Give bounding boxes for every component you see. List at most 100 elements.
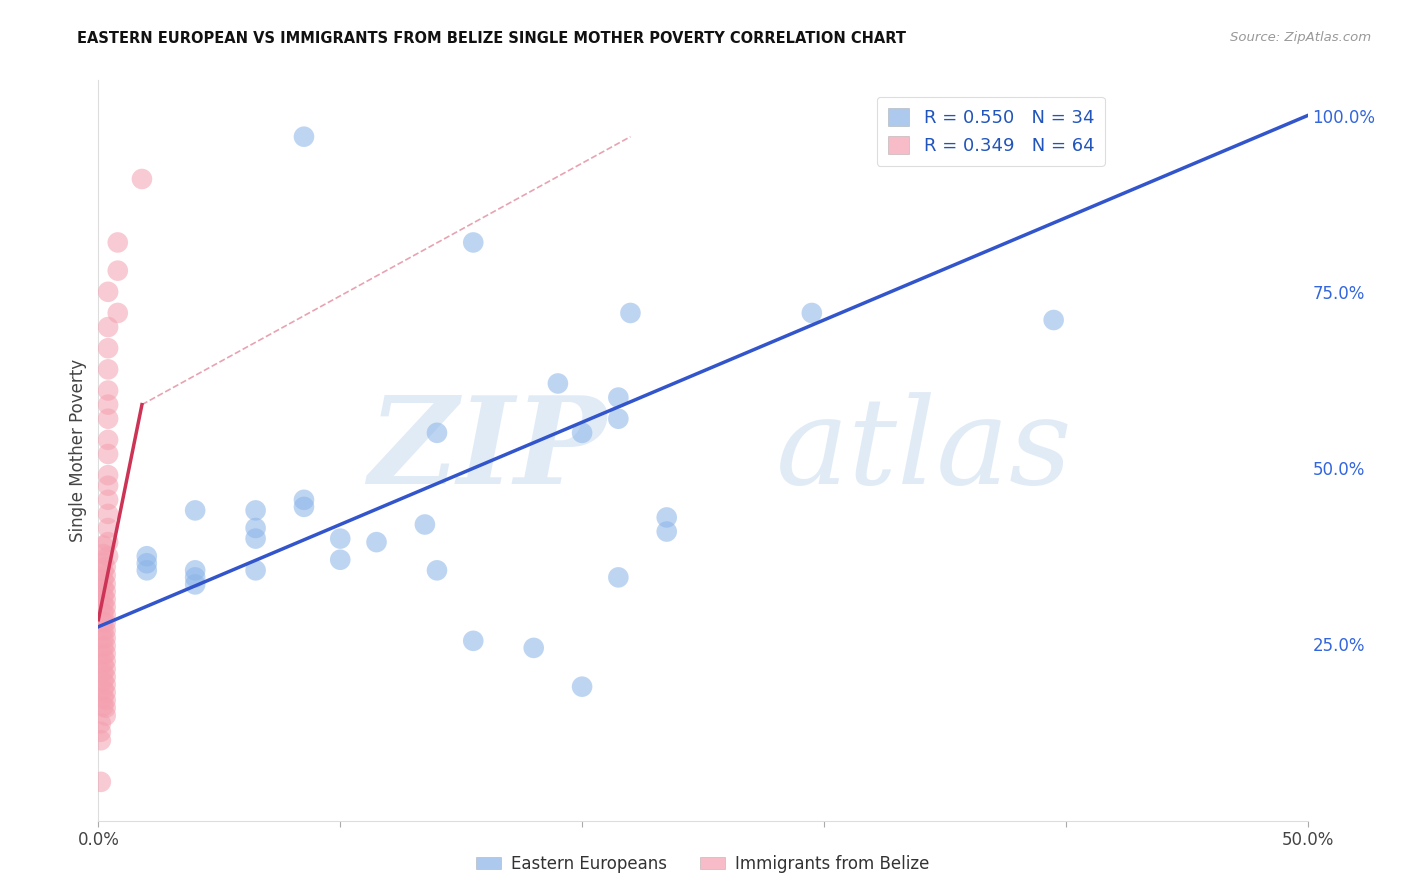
Point bbox=[94, 639, 117, 653]
Point bbox=[426, 425, 449, 440]
Point bbox=[94, 647, 117, 661]
Point bbox=[91, 547, 114, 561]
Point bbox=[184, 577, 207, 591]
Point bbox=[91, 581, 114, 595]
Point bbox=[131, 172, 153, 186]
Point bbox=[94, 677, 117, 691]
Y-axis label: Single Mother Poverty: Single Mother Poverty bbox=[69, 359, 87, 542]
Point bbox=[292, 500, 315, 514]
Point bbox=[90, 716, 112, 731]
Point bbox=[91, 648, 114, 663]
Point bbox=[94, 559, 117, 574]
Point bbox=[97, 468, 120, 483]
Point bbox=[619, 306, 641, 320]
Point bbox=[94, 670, 117, 684]
Point bbox=[107, 263, 129, 277]
Point bbox=[426, 563, 449, 577]
Point bbox=[94, 685, 117, 699]
Point bbox=[94, 654, 117, 668]
Point bbox=[800, 306, 823, 320]
Point bbox=[97, 411, 120, 425]
Point bbox=[90, 733, 112, 747]
Point bbox=[107, 306, 129, 320]
Point bbox=[184, 570, 207, 584]
Point bbox=[547, 376, 569, 391]
Point bbox=[366, 535, 388, 549]
Point bbox=[94, 693, 117, 707]
Point bbox=[94, 701, 117, 715]
Point bbox=[94, 624, 117, 638]
Point bbox=[91, 632, 114, 646]
Point bbox=[91, 682, 114, 697]
Point bbox=[463, 633, 485, 648]
Legend: R = 0.550   N = 34, R = 0.349   N = 64: R = 0.550 N = 34, R = 0.349 N = 64 bbox=[877, 96, 1105, 166]
Point bbox=[97, 433, 120, 447]
Point bbox=[571, 425, 593, 440]
Point bbox=[97, 535, 120, 549]
Point bbox=[245, 532, 267, 546]
Point bbox=[97, 285, 120, 299]
Point bbox=[97, 398, 120, 412]
Point bbox=[94, 599, 117, 614]
Point bbox=[329, 553, 352, 567]
Point bbox=[329, 532, 352, 546]
Legend: Eastern Europeans, Immigrants from Belize: Eastern Europeans, Immigrants from Beliz… bbox=[470, 848, 936, 880]
Point bbox=[655, 510, 678, 524]
Point bbox=[97, 447, 120, 461]
Point bbox=[91, 699, 114, 714]
Point bbox=[94, 607, 117, 622]
Point bbox=[655, 524, 678, 539]
Point bbox=[97, 492, 120, 507]
Point bbox=[91, 624, 114, 638]
Point bbox=[91, 665, 114, 680]
Text: ZIP: ZIP bbox=[368, 392, 606, 509]
Point bbox=[97, 362, 120, 376]
Point bbox=[91, 615, 114, 629]
Point bbox=[94, 584, 117, 599]
Point bbox=[107, 235, 129, 250]
Point bbox=[135, 549, 157, 564]
Point bbox=[97, 507, 120, 521]
Text: EASTERN EUROPEAN VS IMMIGRANTS FROM BELIZE SINGLE MOTHER POVERTY CORRELATION CHA: EASTERN EUROPEAN VS IMMIGRANTS FROM BELI… bbox=[77, 31, 907, 46]
Point bbox=[607, 391, 630, 405]
Point bbox=[91, 539, 114, 553]
Point bbox=[91, 690, 114, 705]
Point bbox=[184, 563, 207, 577]
Point bbox=[91, 573, 114, 587]
Point bbox=[94, 615, 117, 630]
Point bbox=[97, 479, 120, 493]
Point bbox=[91, 673, 114, 688]
Point bbox=[91, 598, 114, 612]
Point bbox=[97, 384, 120, 398]
Point bbox=[607, 411, 630, 425]
Point bbox=[91, 657, 114, 672]
Point bbox=[245, 503, 267, 517]
Point bbox=[523, 640, 546, 655]
Point bbox=[245, 521, 267, 535]
Point bbox=[94, 576, 117, 591]
Point bbox=[463, 235, 485, 250]
Point bbox=[97, 341, 120, 355]
Point bbox=[413, 517, 436, 532]
Point bbox=[94, 708, 117, 723]
Point bbox=[135, 556, 157, 570]
Point bbox=[135, 563, 157, 577]
Point bbox=[94, 631, 117, 645]
Point bbox=[292, 492, 315, 507]
Point bbox=[94, 592, 117, 607]
Point bbox=[292, 129, 315, 144]
Point bbox=[245, 563, 267, 577]
Point bbox=[607, 570, 630, 584]
Point bbox=[94, 568, 117, 582]
Point bbox=[90, 775, 112, 789]
Point bbox=[184, 503, 207, 517]
Point bbox=[90, 724, 112, 739]
Point bbox=[91, 607, 114, 621]
Point bbox=[91, 564, 114, 578]
Point bbox=[1042, 313, 1064, 327]
Point bbox=[91, 590, 114, 604]
Point bbox=[571, 680, 593, 694]
Text: atlas: atlas bbox=[776, 392, 1073, 509]
Point bbox=[94, 662, 117, 676]
Point bbox=[91, 556, 114, 570]
